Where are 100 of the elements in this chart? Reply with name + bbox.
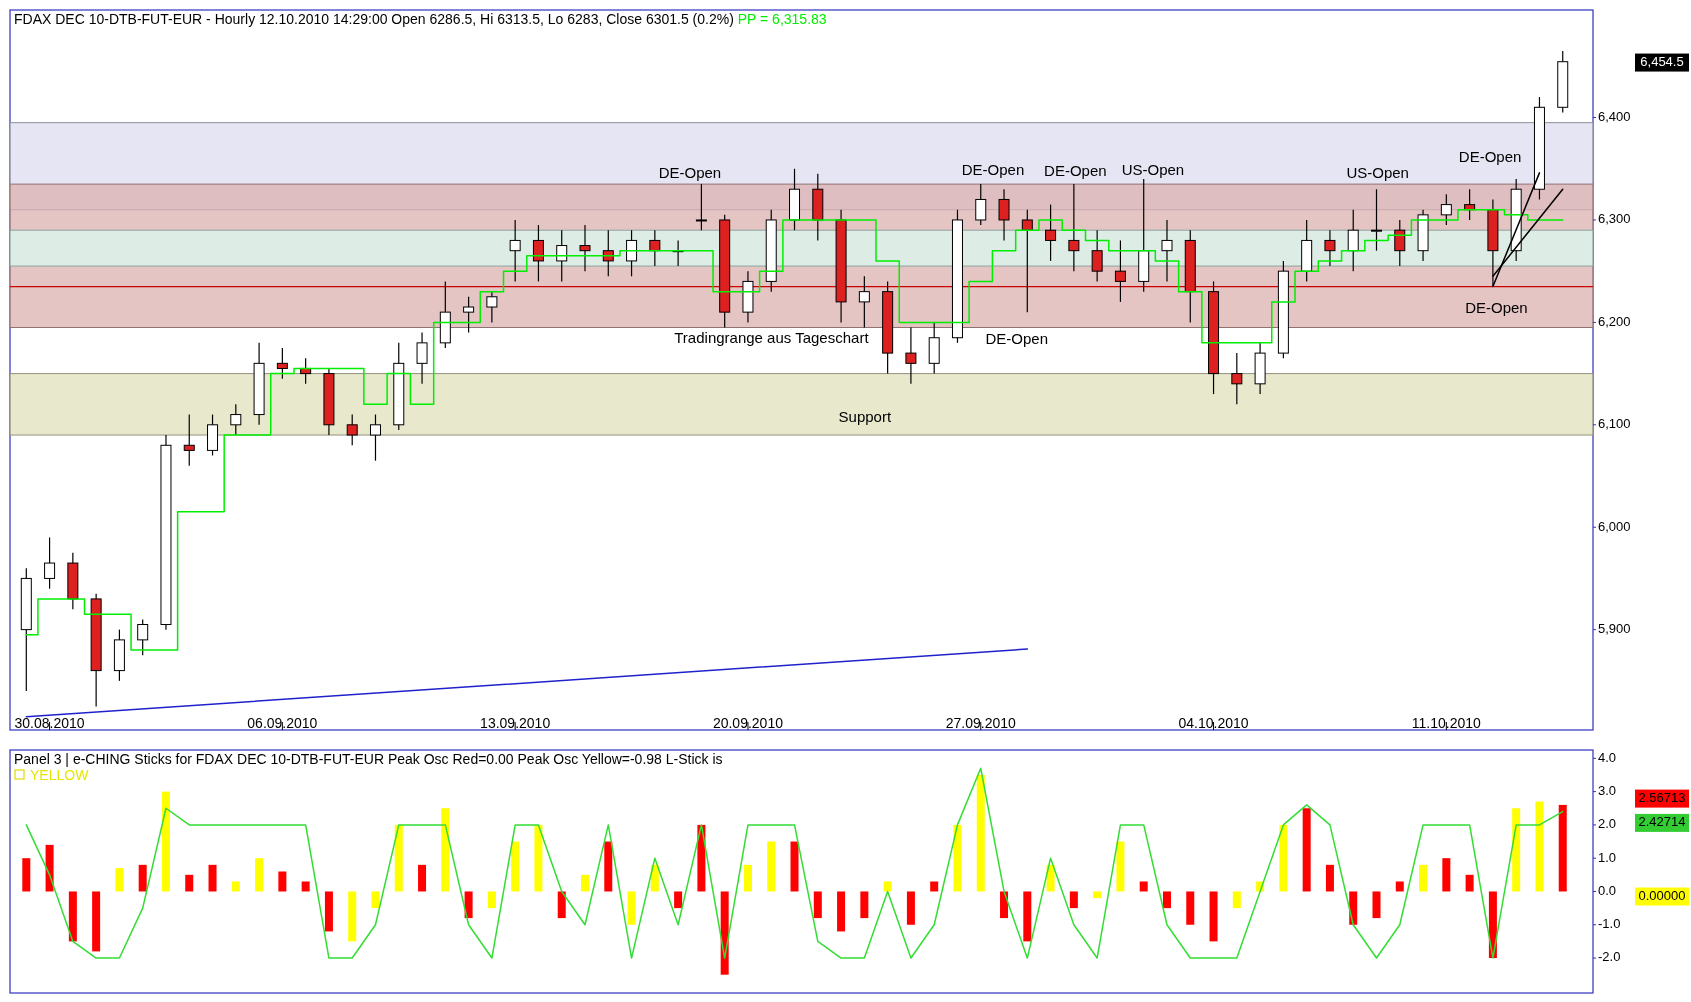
x-tick-label: 04.10.2010 [1178,715,1249,731]
text: 2.42714 [1638,814,1686,830]
bar [231,881,240,892]
bar [115,868,124,892]
bar [1279,824,1288,892]
candlestick [1161,219,1173,283]
bar [1372,891,1381,919]
y-tick-label: 5,900 [1598,621,1631,637]
bar [1558,804,1567,892]
bar [1023,891,1032,942]
bar [511,841,520,892]
x-tick-label: 20.09.2010 [712,715,784,731]
bar [674,891,683,909]
bar [255,858,264,892]
bar [906,891,915,925]
bar [627,891,636,925]
bar [1186,891,1195,925]
candlestick [230,403,242,436]
bar [1232,891,1241,909]
x-tick-label: 11.10.2010 [1411,715,1482,731]
bar [720,891,729,975]
candlestick [1231,352,1243,405]
x-tick-label: 06.09.2010 [247,715,318,731]
y-tick-label: 6,400 [1598,108,1631,124]
bar [464,891,473,919]
bar [604,841,613,892]
y-tick-label: 3.0 [1598,783,1617,799]
candlestick [44,536,56,590]
candlestick [1394,219,1406,267]
y-tick-label: 2.0 [1598,816,1617,832]
annotation: Tradingrange aus Tageschart [674,328,870,346]
y-tick-label: 4.0 [1598,749,1617,765]
annotation: DE-Open [1465,298,1528,316]
bar [1162,891,1171,909]
bar [1116,841,1125,892]
annotation: DE-Open [961,161,1025,179]
bar [743,864,752,892]
candlestick [137,618,149,656]
annotation: US-Open [1121,161,1185,179]
bar [1325,864,1334,892]
bar [953,824,962,892]
candlestick [695,183,707,231]
candlestick [1045,203,1057,262]
candlestick [1324,229,1336,267]
candlestick [579,224,591,272]
bar [1069,891,1078,909]
y-tick-label: 1.0 [1598,849,1617,865]
bar [581,874,589,892]
bar [534,824,543,892]
candlestick [1440,193,1452,226]
candlestick [509,219,521,283]
bar [394,824,403,892]
candlestick [1347,209,1359,272]
annotation: DE-Open [985,329,1049,347]
annotation: DE-Open [1458,147,1522,165]
chart-title: FDAX DEC 10-DTB-FUT-EUR - Hourly 12.10.2010 14:29:00 Open 6286.5, Hi 6313.5, Lo 6283, Close 6301.5 (0.2%) [14,11,734,27]
bar [767,841,776,892]
bar [138,864,147,892]
bar [185,874,194,892]
bar [487,891,496,909]
bar [813,891,822,919]
y-tick-label: 6,300 [1598,211,1631,227]
text: PP = 6,315.83 [733,11,827,27]
candlestick [556,229,568,283]
annotation: DE-Open [1044,162,1107,180]
bar [1442,858,1451,892]
bar [68,891,77,942]
bar [976,774,985,892]
annotation: Support [838,408,892,426]
bar [92,891,101,952]
bar [557,891,566,919]
bar [371,891,380,909]
candlestick [369,413,381,462]
bar [208,864,217,892]
chart-title: Panel 3 | e-CHING Sticks for FDAX DEC 10-DTB-FUT-EUR Peak Osc Red=0.00 Peak Osc Yellow=-0.98 L-Stick is [14,751,723,767]
candlestick [998,188,1010,242]
annotation: US-Open [1346,164,1409,182]
x-tick-label: 30.08.2010 [14,715,85,731]
candlestick [416,332,428,385]
candlestick [346,413,358,446]
x-tick-label: 13.09.2010 [480,715,551,731]
line-series [25,767,1564,959]
bar [45,844,54,892]
candlestick [532,224,544,283]
bar [1000,891,1009,919]
bar [1093,891,1102,899]
y-tick-label: 0.0 [1598,882,1617,898]
bar [1302,808,1311,892]
candlestick [975,183,987,226]
bar [860,891,869,919]
annotation: DE-Open [658,164,722,182]
bar [883,881,892,892]
y-tick-label: 6,100 [1598,416,1631,432]
candlestick [183,413,195,467]
bar [161,791,170,892]
candlestick [905,326,917,385]
candlestick [858,275,870,329]
bar [930,881,939,892]
bar [837,891,846,932]
candlestick [486,291,498,323]
